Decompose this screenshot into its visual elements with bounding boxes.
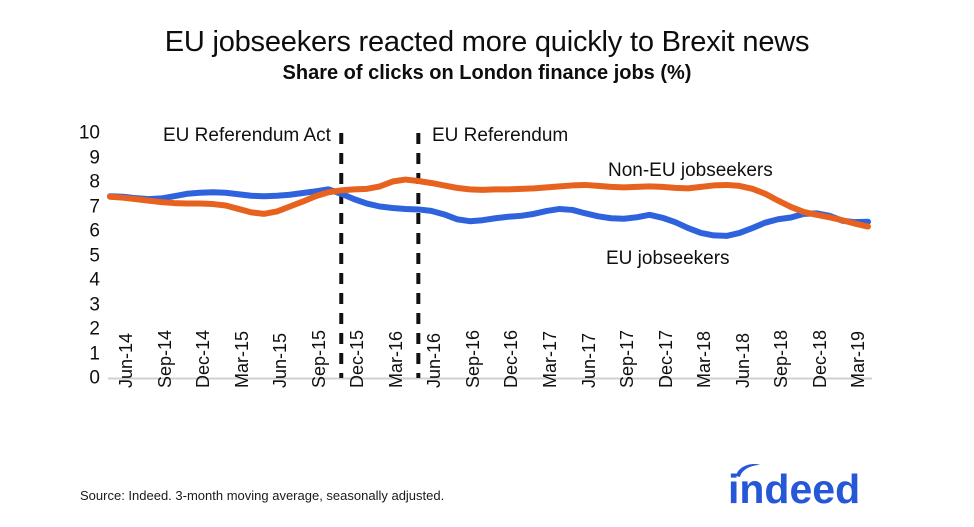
series-lines (107, 176, 871, 239)
y-tick-9: 9 (89, 147, 100, 168)
y-tick-4: 4 (89, 269, 100, 291)
x-tick-sep-15: Sep-15 (308, 329, 329, 388)
y-tick-8: 8 (89, 171, 100, 193)
x-tick-dec-18: Dec-18 (809, 329, 830, 388)
annotation-eu-referendum-act: EU Referendum Act (163, 125, 331, 146)
indeed-logo: indeed (728, 464, 860, 510)
x-tick-dec-15: Dec-15 (347, 329, 368, 388)
series-line-eu-jobseekers (107, 186, 871, 239)
event-marker-lines (339, 133, 421, 378)
x-tick-sep-17: Sep-17 (617, 329, 638, 388)
annotation-eu-referendum: EU Referendum (432, 125, 569, 146)
y-axis-tick-labels: 0 1 2 3 4 5 6 7 8 9 10 (74, 122, 100, 388)
x-tick-sep-18: Sep-18 (771, 329, 792, 388)
indeed-swoosh-icon (736, 464, 760, 477)
x-tick-jun-17: Jun-17 (578, 332, 599, 388)
x-tick-jun-14: Jun-14 (116, 332, 136, 388)
series-label-non-eu-jobseekers: Non-EU jobseekers (608, 160, 773, 181)
x-tick-sep-14: Sep-14 (154, 329, 175, 388)
x-tick-jun-18: Jun-18 (732, 332, 753, 388)
x-tick-jun-16: Jun-16 (424, 332, 445, 388)
series-label-eu-jobseekers: EU jobseekers (606, 248, 730, 269)
x-tick-mar-19: Mar-19 (848, 330, 869, 388)
y-tick-0: 0 (89, 367, 100, 389)
indeed-wordmark: indeed (728, 466, 860, 510)
y-tick-3: 3 (89, 294, 100, 315)
y-tick-5: 5 (89, 245, 100, 266)
x-tick-mar-17: Mar-17 (539, 330, 560, 388)
y-tick-6: 6 (89, 220, 100, 242)
x-tick-dec-14: Dec-14 (193, 329, 214, 388)
x-tick-sep-16: Sep-16 (462, 329, 483, 388)
source-note: Source: Indeed. 3-month moving average, … (80, 488, 445, 503)
y-tick-1: 1 (89, 343, 100, 364)
chart-title: EU jobseekers reacted more quickly to Br… (164, 26, 810, 58)
x-tick-dec-16: Dec-16 (501, 329, 522, 388)
x-tick-mar-18: Mar-18 (694, 330, 715, 388)
x-tick-mar-15: Mar-15 (231, 330, 252, 388)
x-tick-mar-16: Mar-16 (385, 330, 406, 388)
y-tick-7: 7 (89, 196, 100, 217)
chart-subtitle: Share of clicks on London finance jobs (… (282, 62, 692, 84)
series-line-non-eu-jobseekers (107, 176, 871, 230)
x-tick-jun-15: Jun-15 (270, 332, 291, 388)
y-tick-10: 10 (78, 122, 100, 144)
y-tick-2: 2 (89, 318, 100, 340)
x-tick-dec-17: Dec-17 (655, 329, 676, 388)
